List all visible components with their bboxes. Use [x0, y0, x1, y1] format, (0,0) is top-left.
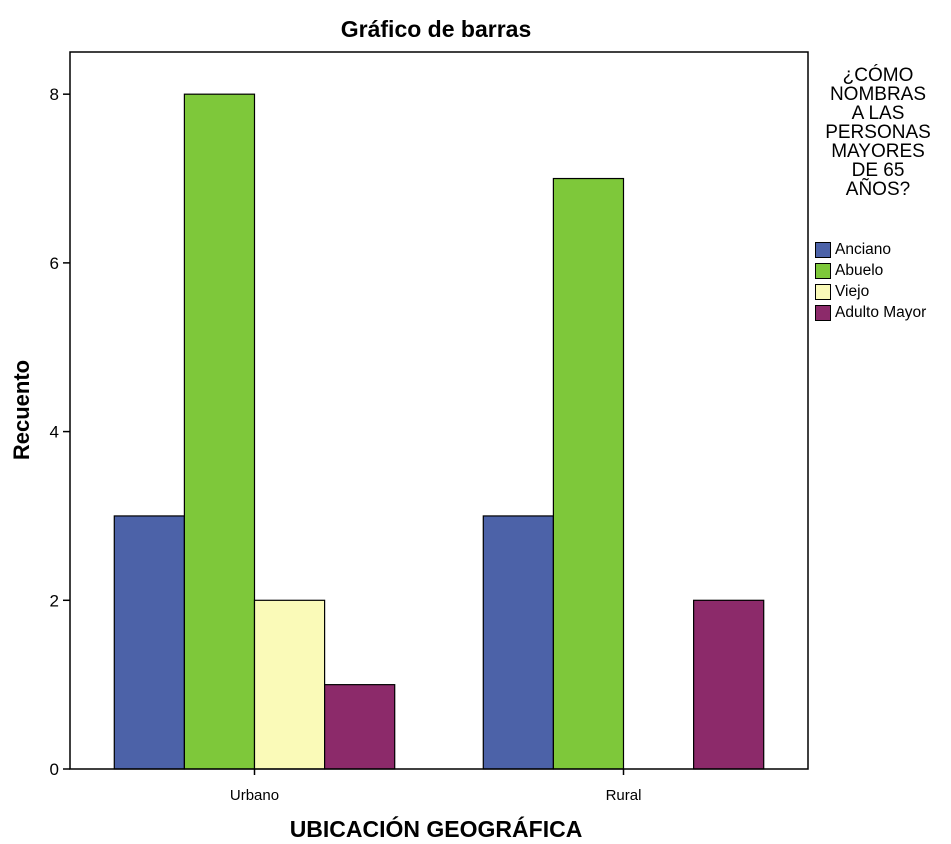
y-tick-label: 6: [50, 254, 59, 273]
bar-anciano-rural: [482, 515, 554, 770]
legend-label: Adulto Mayor: [835, 303, 927, 321]
x-axis-label: UBICACIÓN GEOGRÁFICA: [289, 816, 583, 842]
legend-swatch: [815, 283, 831, 300]
y-axis-label: Recuento: [9, 359, 34, 461]
legend-item-adulto-mayor: Adulto Mayor: [815, 302, 926, 323]
y-tick-label: 4: [50, 423, 59, 442]
legend-item-abuelo: Abuelo: [815, 260, 926, 281]
legend: Anciano Abuelo Viejo Adulto Mayor: [815, 239, 926, 323]
x-tick-label: Urbano: [230, 787, 279, 804]
y-tick-label: 2: [50, 591, 59, 610]
chart-title: Gráfico de barras: [340, 16, 532, 42]
legend-item-viejo: Viejo: [815, 281, 926, 302]
x-tick-label: Rural: [606, 787, 642, 804]
plot-frame: [69, 51, 809, 770]
legend-swatch: [815, 304, 831, 321]
legend-item-anciano: Anciano: [815, 239, 926, 260]
bar-adulto-mayor-rural: [693, 599, 765, 770]
bars-layer: [113, 93, 765, 770]
y-tick-label: 8: [50, 85, 59, 104]
legend-label: Anciano: [835, 240, 892, 258]
bar-anciano-urbano: [113, 515, 185, 770]
legend-swatch: [815, 262, 831, 279]
bar-abuelo-rural: [552, 177, 625, 770]
axes-layer: Urbano Rural 0 2 4 6 8: [50, 51, 809, 804]
legend-label: Abuelo: [835, 261, 884, 279]
legend-swatch: [815, 241, 831, 258]
bar-viejo-urbano: [253, 599, 326, 770]
bar-abuelo-urbano: [183, 93, 256, 770]
legend-label: Viejo: [835, 282, 870, 300]
y-tick-label: 0: [50, 760, 59, 779]
bar-adulto-mayor-urbano: [324, 684, 396, 770]
legend-title: ¿CÓMO NOMBRAS A LAS PERSONAS MAYORES DE …: [825, 65, 931, 200]
